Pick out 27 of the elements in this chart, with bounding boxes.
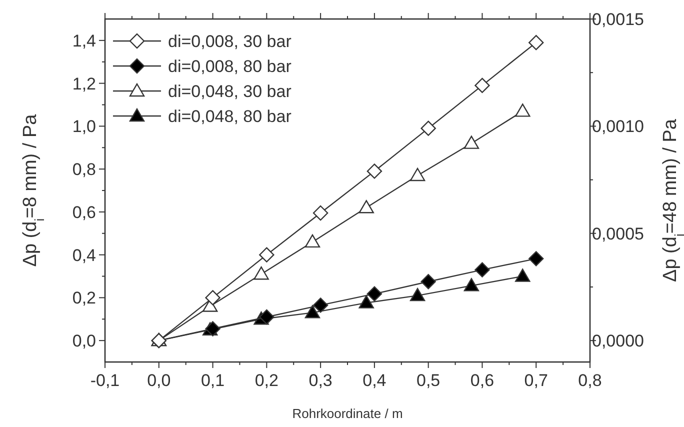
x-tick-label: 0,3 (308, 371, 332, 390)
x-tick-label: 0,2 (254, 371, 278, 390)
y2-tick-label: 0,0010 (592, 117, 644, 136)
x-tick-label: 0,7 (524, 371, 548, 390)
y2-tick-label: 0,0005 (592, 224, 644, 244)
x-tick-label: 0,5 (416, 371, 440, 390)
x-tick-label: 0,6 (470, 371, 494, 390)
x-tick-label: -0,1 (90, 371, 120, 390)
legend-label: di=0,048, 30 bar (168, 82, 292, 101)
y-tick-label: 0,2 (72, 288, 96, 308)
x-tick-label: 0,4 (362, 371, 386, 390)
y-tick-label: 1,0 (72, 117, 96, 136)
y-tick-label: 0,8 (72, 160, 96, 180)
x-tick-label: 0,1 (200, 371, 225, 390)
y-tick-label: 0,4 (72, 246, 96, 265)
legend-label: di=0,008, 30 bar (168, 32, 292, 51)
legend-label: di=0,008, 80 bar (168, 57, 292, 76)
y-tick-label: 0,0 (72, 332, 96, 351)
y2-tick-label: 0,0000 (592, 332, 644, 351)
legend-label: di=0,048, 80 bar (168, 107, 292, 126)
y-tick-label: 1,2 (72, 74, 96, 94)
x-axis-title: Rohrkoordinate / m (292, 406, 403, 421)
y2-tick-label: 0,0015 (592, 10, 644, 29)
y-tick-label: 0,6 (72, 202, 96, 222)
y-tick-label: 1,4 (72, 31, 96, 50)
x-tick-label: 0,0 (147, 371, 171, 390)
x-tick-label: 0,8 (578, 371, 602, 390)
